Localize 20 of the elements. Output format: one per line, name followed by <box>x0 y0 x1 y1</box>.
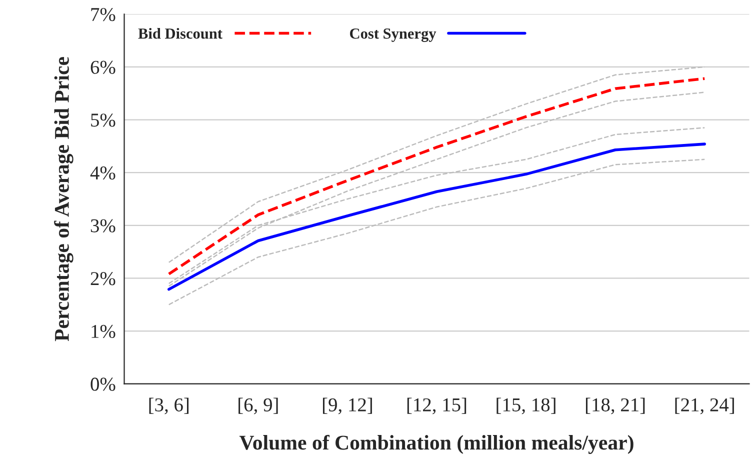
x-tick-label: [18, 21] <box>586 398 645 414</box>
y-tick-label: 5% <box>91 114 116 127</box>
y-tick-label: 1% <box>92 324 116 338</box>
x-tick-label: [15, 18] <box>496 398 556 414</box>
legend-label: Cost Synergy <box>350 28 436 42</box>
y-tick-label: 2% <box>90 272 116 286</box>
y-tick-label: 0% <box>90 378 116 391</box>
x-tick-label: [9, 12] <box>322 398 372 414</box>
y-axis-title: Percentage of Average Bid Price <box>54 57 74 342</box>
line-series <box>168 158 706 306</box>
x-tick-label: [3, 6] <box>149 398 189 414</box>
x-tick-label: [6, 9] <box>238 398 278 414</box>
x-tick-label: [12, 15] <box>407 398 466 414</box>
y-tick-label: 6% <box>90 60 116 74</box>
y-tick-label: 4% <box>90 166 116 180</box>
y-tick-label: 3% <box>90 219 116 232</box>
x-axis-title: Volume of Combination (million meals/year) <box>239 434 634 454</box>
legend-label: Bid Discount <box>138 28 222 39</box>
x-tick-label: [21, 24] <box>675 398 734 414</box>
y-tick-label: 7% <box>91 8 116 22</box>
